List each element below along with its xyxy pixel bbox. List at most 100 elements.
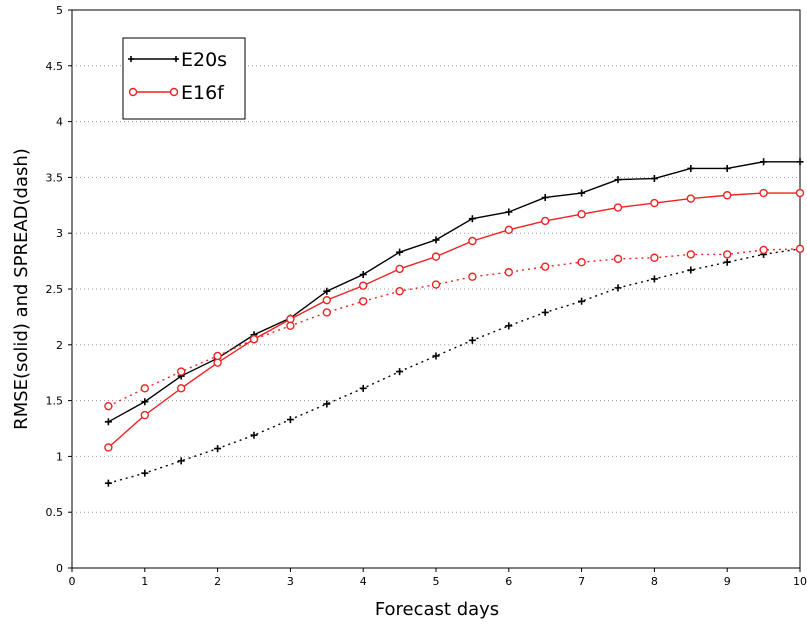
x-tick-label: 8 — [651, 575, 658, 588]
point-e16f-spread — [322, 308, 331, 317]
point-e16f-spread — [686, 250, 695, 259]
y-tick-label: 0 — [56, 562, 63, 575]
point-e20s-spread — [468, 336, 476, 344]
x-tick-label: 6 — [505, 575, 512, 588]
x-tick-label: 0 — [69, 575, 76, 588]
point-e16f-spread — [650, 253, 659, 262]
point-e20s-rmse — [796, 158, 804, 166]
point-e20s-rmse — [468, 215, 476, 223]
legend-box — [122, 37, 246, 120]
point-e20s-spread — [723, 258, 731, 266]
series-line-e20s-spread — [108, 248, 801, 484]
point-e20s-spread — [323, 400, 331, 408]
point-e16f-rmse — [759, 188, 768, 198]
point-e20s-spread — [650, 275, 658, 283]
point-e20s-rmse — [323, 287, 331, 295]
point-e16f-spread — [395, 287, 404, 296]
point-e20s-spread — [141, 469, 149, 477]
point-e16f-spread — [759, 245, 768, 255]
point-e20s-spread — [432, 352, 440, 360]
point-e16f-rmse — [322, 295, 331, 305]
y-tick-label: 2.5 — [46, 283, 64, 296]
point-e16f-rmse — [723, 191, 732, 200]
point-e20s-rmse — [396, 248, 404, 256]
y-tick-label: 5 — [56, 4, 63, 17]
point-e16f-spread — [468, 272, 477, 281]
point-e16f-rmse — [213, 358, 222, 367]
point-e20s-rmse — [359, 270, 367, 278]
point-e16f-spread — [140, 384, 150, 393]
axis-ticks: 0 0.5 1 1.5 2 2.5 3 3.5 4 4.5 5 0 1 2 3 4 5 6 7 8 9 10 — [46, 4, 807, 588]
point-e20s-spread — [359, 384, 367, 392]
y-tick-label: 0.5 — [46, 506, 64, 519]
point-e16f-rmse — [395, 264, 404, 274]
x-tick-label: 9 — [724, 575, 731, 588]
series-line-e16f-rmse — [107, 192, 800, 448]
point-e16f-spread — [613, 254, 623, 264]
point-e20s-spread — [505, 322, 513, 330]
point-e16f-rmse — [541, 216, 550, 226]
series-group — [104, 158, 805, 487]
point-e20s-spread — [687, 266, 695, 274]
x-tick-label: 3 — [287, 575, 294, 588]
legend-marker-e16f-left — [128, 87, 138, 97]
point-e20s-rmse — [578, 189, 586, 197]
y-tick-label: 1.5 — [46, 395, 64, 408]
series-line-e20s-rmse — [108, 161, 800, 423]
point-e16f-spread — [795, 244, 805, 254]
point-e20s-spread — [614, 284, 622, 292]
point-e20s-spread — [177, 457, 185, 465]
point-e16f-rmse — [140, 410, 150, 420]
x-tick-label: 2 — [214, 575, 221, 588]
point-e16f-rmse — [504, 225, 513, 235]
point-e16f-rmse — [613, 203, 623, 212]
point-e16f-rmse — [286, 314, 295, 324]
point-e16f-rmse — [359, 281, 368, 290]
point-e20s-rmse — [614, 176, 622, 184]
point-e16f-spread — [577, 258, 586, 267]
y-tick-label: 1 — [56, 450, 63, 463]
y-tick-label: 3.5 — [46, 171, 64, 184]
point-e20s-rmse — [141, 398, 149, 406]
point-e20s-rmse — [104, 418, 112, 426]
x-tick-label: 5 — [433, 575, 440, 588]
point-e16f-spread — [176, 367, 186, 376]
point-e20s-rmse — [723, 164, 731, 172]
legend-marker-e20s — [128, 56, 179, 62]
point-e16f-rmse — [431, 252, 441, 261]
point-e20s-spread — [104, 479, 112, 487]
point-e20s-rmse — [432, 236, 440, 244]
y-tick-label: 3 — [56, 227, 63, 240]
point-e16f-spread — [104, 401, 113, 411]
point-e20s-spread — [578, 297, 586, 305]
point-e20s-rmse — [541, 193, 549, 201]
series-line-e16f-spread — [108, 248, 801, 407]
point-e16f-spread — [504, 268, 513, 277]
point-e20s-rmse — [505, 208, 513, 216]
y-tick-label: 2 — [56, 339, 63, 352]
point-e16f-rmse — [650, 198, 659, 208]
point-e16f-spread — [541, 262, 550, 271]
x-tick-label: 7 — [578, 575, 585, 588]
legend-label-e20s: E20s — [181, 49, 227, 71]
point-e20s-spread — [541, 308, 549, 316]
legend-label-e16f: E16f — [181, 82, 225, 104]
legend: E20s E16f — [122, 37, 246, 120]
point-e20s-spread — [250, 431, 258, 439]
grid-lines — [72, 65, 800, 513]
y-tick-label: 4 — [56, 116, 63, 129]
point-e16f-rmse — [468, 236, 477, 246]
point-e16f-rmse — [577, 210, 586, 219]
point-e20s-spread — [214, 445, 222, 453]
y-tick-label: 4.5 — [46, 60, 64, 73]
point-e16f-spread — [431, 280, 441, 289]
point-e16f-spread — [249, 335, 259, 344]
point-e20s-rmse — [650, 175, 658, 183]
point-e20s-spread — [396, 368, 404, 376]
point-e16f-spread — [213, 351, 222, 361]
point-e20s-rmse — [760, 158, 768, 166]
point-e16f-spread — [359, 297, 368, 306]
x-axis-label: Forecast days — [375, 599, 499, 620]
point-e16f-rmse — [686, 194, 695, 203]
